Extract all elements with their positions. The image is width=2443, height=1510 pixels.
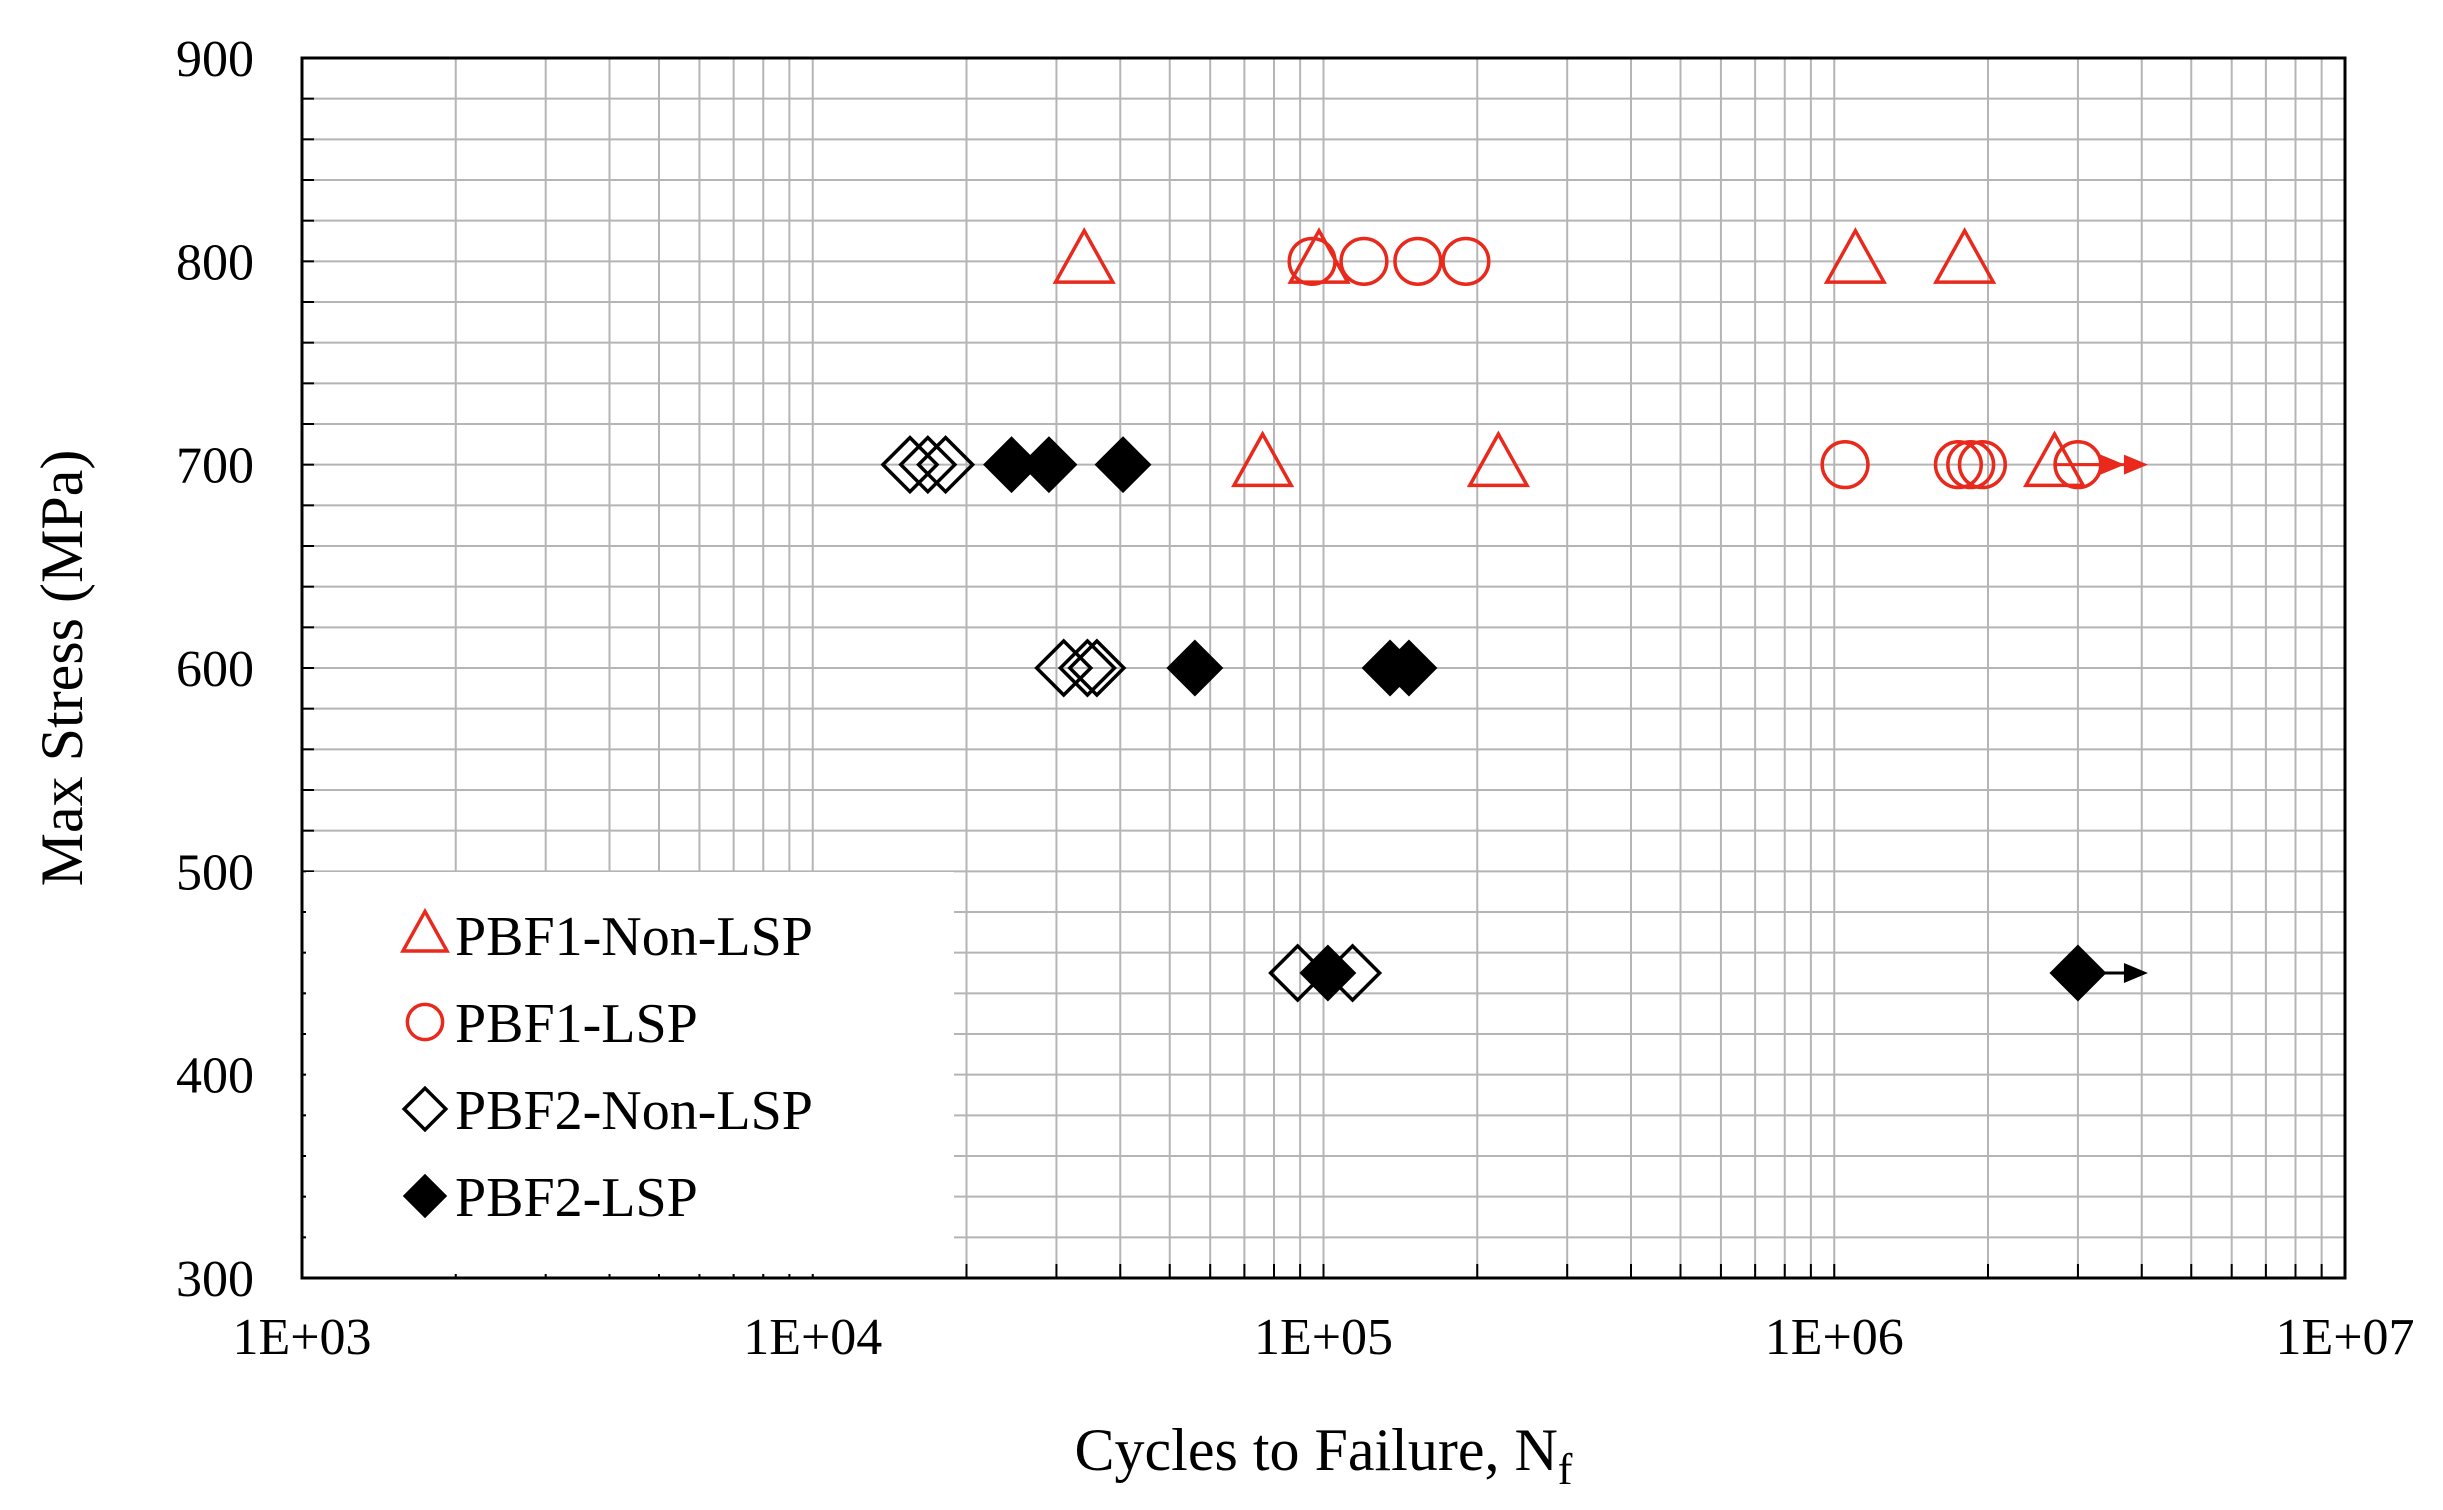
x-tick-label: 1E+06 (1765, 1309, 1904, 1366)
data-point (898, 435, 958, 495)
legend-item-pbf1-non-lsp: PBF1-Non-LSP (400, 906, 813, 968)
y-tick-label: 600 (176, 641, 254, 698)
series-pbf1-lsp (1287, 236, 2148, 490)
data-point (1052, 227, 1116, 284)
data-point (2022, 430, 2087, 488)
data-point (1933, 227, 1997, 284)
legend-label: PBF1-LSP (455, 993, 698, 1055)
legend-label: PBF2-LSP (455, 1167, 698, 1229)
x-tick-label: 1E+05 (1254, 1309, 1393, 1366)
legend-label: PBF2-Non-LSP (455, 1080, 813, 1142)
runout-arrow-head (2123, 963, 2148, 983)
data-series (880, 227, 2148, 1003)
plot-area-frame (300, 56, 2347, 1280)
x-tick-label: 1E+03 (232, 1309, 371, 1366)
data-point (1057, 638, 1117, 698)
runout-arrow (2077, 454, 2148, 475)
data-point (916, 435, 976, 495)
data-point (1820, 440, 1870, 490)
y-tick-label: 500 (176, 844, 254, 901)
data-point (1946, 440, 1996, 490)
y-tick-label: 700 (176, 438, 254, 495)
data-point (1299, 944, 1357, 1002)
data-point (1441, 236, 1491, 286)
data-point (1231, 430, 1295, 488)
axis-ticks (302, 97, 2323, 1278)
y-axis-title: Max Stress (MPa) (29, 450, 95, 887)
data-point (1823, 227, 1887, 284)
x-tick-labels: 1E+03 1E+04 1E+05 1E+06 1E+07 (232, 1309, 2414, 1366)
legend-label: PBF1-Non-LSP (455, 906, 813, 968)
legend-marker (405, 1002, 445, 1042)
data-point (1393, 236, 1443, 286)
data-point (1380, 639, 1438, 697)
x-tick-label: 1E+04 (743, 1309, 882, 1366)
data-point (1020, 436, 1078, 494)
series-pbf2-lsp (983, 436, 2148, 1002)
legend-marker (401, 1085, 449, 1133)
data-point (1933, 440, 1984, 490)
legend-item-pbf2-lsp: PBF2-LSP (402, 1167, 698, 1229)
y-tick-label: 800 (176, 234, 254, 291)
data-point (2053, 440, 2103, 490)
runout-arrow-head (2123, 454, 2148, 475)
y-tick-label: 400 (176, 1048, 254, 1105)
data-point (1166, 639, 1224, 697)
data-point (1466, 430, 1530, 488)
data-point (1034, 638, 1094, 698)
legend: PBF1-Non-LSP PBF1-LSP PBF2-Non-LSP PBF2-LSP (306, 872, 954, 1274)
series-pbf2-non-lsp (880, 435, 1383, 1003)
legend-item-pbf2-non-lsp: PBF2-Non-LSP (401, 1080, 813, 1142)
legend-marker (400, 907, 450, 953)
x-axis-title: Cycles to Failure, Nf (1075, 1417, 1573, 1494)
data-point (1339, 236, 1389, 286)
data-point (1287, 236, 1337, 286)
y-tick-label: 900 (176, 31, 254, 88)
legend-item-pbf1-lsp: PBF1-LSP (405, 993, 698, 1055)
data-point (1957, 440, 2008, 490)
legend-marker (402, 1173, 448, 1219)
x-tick-label: 1E+07 (2275, 1309, 2414, 1366)
data-point (2049, 944, 2107, 1002)
y-tick-labels: 300 400 500 600 700 800 900 (176, 31, 254, 1308)
series-pbf1-non-lsp (1052, 227, 2125, 488)
data-point (1094, 436, 1152, 494)
x-axis-title-subscript: f (1558, 1445, 1573, 1494)
data-point (1067, 638, 1127, 698)
y-tick-label: 300 (176, 1251, 254, 1308)
x-axis-title-main: Cycles to Failure, N (1075, 1417, 1558, 1483)
